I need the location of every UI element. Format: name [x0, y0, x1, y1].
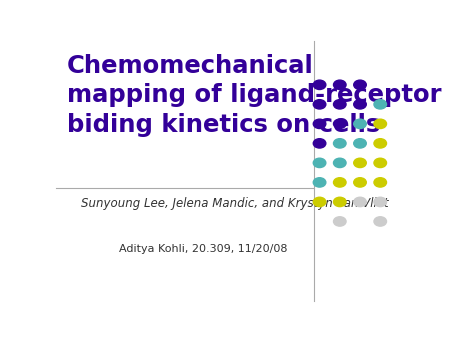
- Circle shape: [374, 100, 387, 109]
- Circle shape: [354, 80, 366, 90]
- Text: Chemomechanical
mapping of ligand-receptor
biding kinetics on cells: Chemomechanical mapping of ligand-recept…: [67, 54, 441, 137]
- Circle shape: [354, 100, 366, 109]
- Circle shape: [313, 119, 326, 128]
- Circle shape: [374, 158, 387, 168]
- Text: Sunyoung Lee, Jelena Mandic, and Krystyn Van Vliet: Sunyoung Lee, Jelena Mandic, and Krystyn…: [81, 197, 388, 210]
- Circle shape: [333, 80, 346, 90]
- Circle shape: [313, 80, 326, 90]
- Circle shape: [333, 100, 346, 109]
- Circle shape: [374, 197, 387, 207]
- Circle shape: [374, 178, 387, 187]
- Text: Aditya Kohli, 20.309, 11/20/08: Aditya Kohli, 20.309, 11/20/08: [119, 244, 288, 254]
- Circle shape: [313, 100, 326, 109]
- Circle shape: [313, 139, 326, 148]
- Circle shape: [313, 197, 326, 207]
- Circle shape: [374, 217, 387, 226]
- Circle shape: [354, 119, 366, 128]
- Circle shape: [333, 158, 346, 168]
- Circle shape: [374, 139, 387, 148]
- Circle shape: [333, 217, 346, 226]
- Circle shape: [333, 197, 346, 207]
- Circle shape: [333, 119, 346, 128]
- Circle shape: [354, 139, 366, 148]
- Circle shape: [374, 119, 387, 128]
- Circle shape: [354, 158, 366, 168]
- Circle shape: [354, 178, 366, 187]
- Circle shape: [354, 197, 366, 207]
- Circle shape: [333, 178, 346, 187]
- Circle shape: [313, 178, 326, 187]
- Circle shape: [333, 139, 346, 148]
- Circle shape: [313, 158, 326, 168]
